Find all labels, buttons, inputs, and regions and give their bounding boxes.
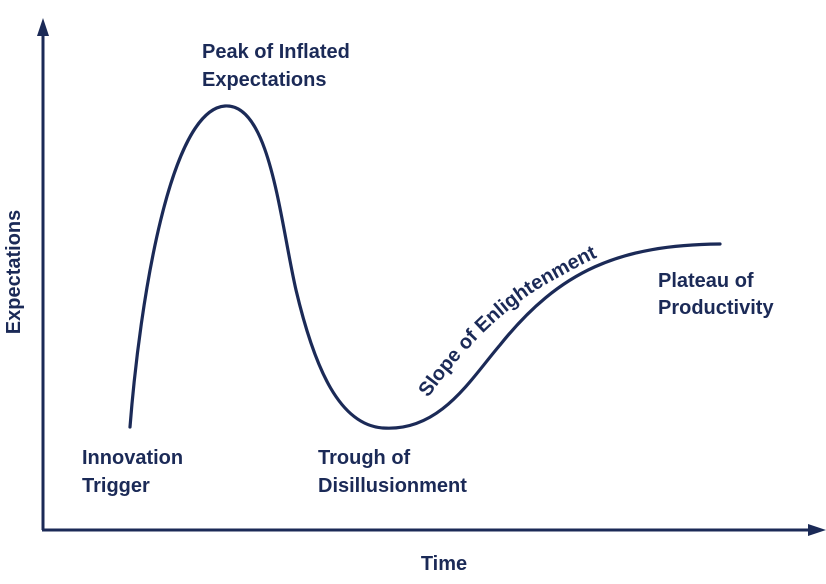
- x-axis-label: Time: [421, 553, 467, 575]
- slope-text-guide: [428, 240, 640, 398]
- plateau-label-line2: Productivity: [658, 297, 774, 319]
- slope-label-text: Slope of Enlightenment: [414, 242, 600, 401]
- innovation-trigger-label-line2: Trigger: [82, 475, 150, 497]
- y-axis-label: Expectations: [3, 210, 25, 334]
- y-axis-arrowhead: [37, 18, 49, 36]
- trough-label-line2: Disillusionment: [318, 475, 467, 497]
- slope-label: Slope of Enlightenment: [414, 242, 600, 401]
- trough-label-line1: Trough of: [318, 447, 411, 469]
- peak-label-line1: Peak of Inflated: [202, 41, 350, 63]
- peak-label-line2: Expectations: [202, 69, 326, 91]
- plateau-label-line1: Plateau of: [658, 270, 754, 292]
- innovation-trigger-label-line1: Innovation: [82, 447, 183, 469]
- hype-curve: [128, 104, 722, 430]
- x-axis-arrowhead: [808, 524, 826, 536]
